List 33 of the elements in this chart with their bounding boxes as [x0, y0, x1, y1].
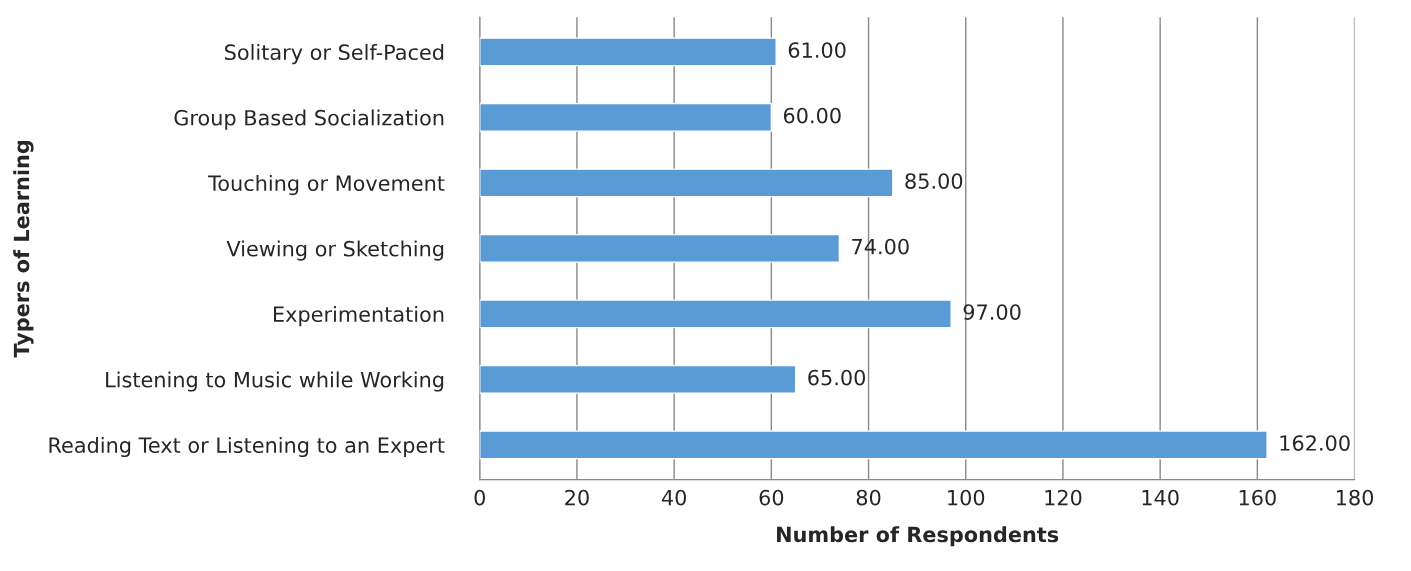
y-tick-label: Solitary or Self-Paced [225, 43, 444, 65]
bar [479, 430, 1268, 460]
data-label: 65.00 [808, 369, 866, 386]
y-tick-label: Touching or Movement [208, 174, 445, 196]
data-label: 60.00 [783, 107, 841, 124]
bar [479, 233, 841, 263]
data-label: 97.00 [963, 304, 1021, 320]
x-tick-label: 160 [1239, 489, 1276, 506]
x-tick-label: 140 [1142, 489, 1179, 506]
x-tick-label: 40 [661, 489, 687, 506]
data-label: 162.00 [1280, 435, 1350, 451]
data-label: 85.00 [905, 173, 963, 189]
x-tick-label: 60 [759, 489, 784, 506]
data-label: 74.00 [852, 238, 909, 255]
x-axis-title: Number of Respondents [777, 526, 1059, 547]
bar [479, 102, 773, 132]
bar [479, 299, 952, 329]
y-tick-label: Experimentation [274, 305, 444, 327]
x-tick-label: 120 [1045, 489, 1082, 506]
y-tick-label: Viewing or Sketching [226, 240, 444, 261]
x-tick-label: 0 [474, 489, 485, 506]
data-label: 61.00 [788, 42, 846, 58]
bar [479, 37, 777, 67]
bar [479, 364, 797, 394]
x-tick-label: 100 [948, 489, 985, 506]
x-tick-label: 180 [1336, 489, 1374, 506]
x-tick-label: 20 [565, 489, 589, 506]
y-tick-label: Listening to Music while Working [106, 371, 444, 392]
y-tick-label: Reading Text or Listening to an Expert [49, 436, 445, 458]
bar [479, 168, 894, 198]
y-axis-title: Typers of Learning [13, 140, 34, 358]
y-tick-label: Group Based Socialization [174, 109, 444, 130]
x-tick-label: 80 [856, 489, 881, 506]
